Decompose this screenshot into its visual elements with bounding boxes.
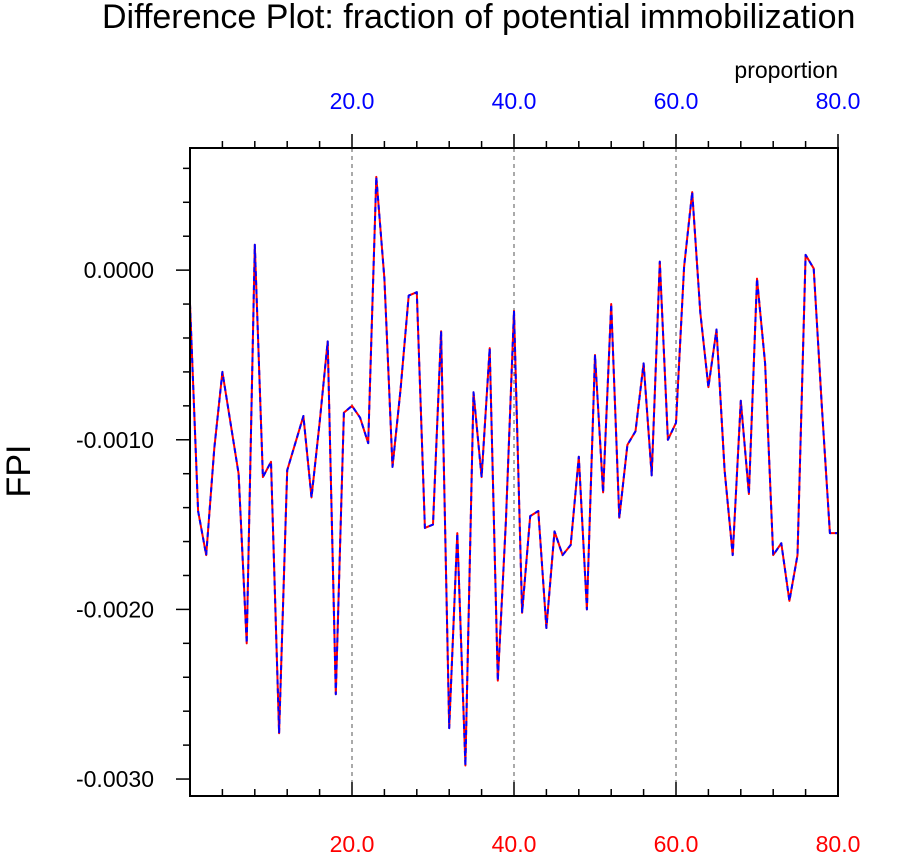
y-tick-label: -0.0020 [76,596,154,622]
x-tick-label-bottom: 20.0 [330,831,375,856]
x-tick-label-bottom: 80.0 [816,831,861,856]
y-tick-label: -0.0030 [76,766,154,792]
x-tick-label-bottom: 60.0 [654,831,699,856]
axis-ticks [176,134,839,796]
x-tick-label-top: 60.0 [654,88,699,114]
series-lines [189,175,838,767]
chart-title: Difference Plot: fraction of potential i… [102,0,855,36]
tick-labels: 20.0 20.0 40.0 40.0 60.0 60.0 80.0 80.0 0.0000 -0… [76,88,860,856]
x-tick-label-top: 20.0 [330,88,375,114]
x-tick-label-bottom: 40.0 [492,831,537,856]
x-tick-label-top: 80.0 [816,88,861,114]
x-tick-label-top: 40.0 [492,88,537,114]
gridlines [351,148,677,796]
y-tick-label: -0.0010 [76,427,154,453]
y-tick-label: 0.0000 [84,257,154,283]
series-line-blue [189,175,838,767]
top-axis-label: proportion [734,57,838,83]
y-axis-label: FPI [0,445,38,498]
